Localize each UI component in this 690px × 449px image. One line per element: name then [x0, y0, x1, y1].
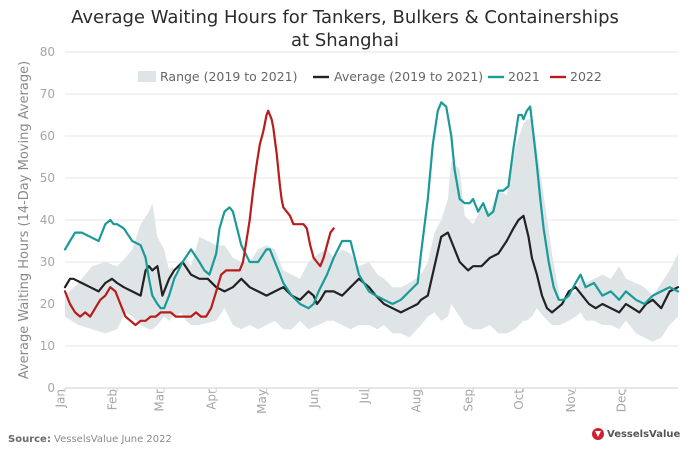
y-tick-label-80: 80 [40, 45, 55, 59]
legend-label-3: 2022 [570, 69, 602, 84]
x-tick-label-nov: Nov [564, 389, 578, 412]
plot-area [63, 101, 680, 342]
x-tick-label-jan: Jan [54, 389, 68, 409]
vesselsvalue-logo-icon [592, 428, 604, 440]
gridlines [65, 51, 678, 389]
y-tick-label-30: 30 [40, 255, 55, 269]
y-tick-label-0: 0 [47, 381, 55, 395]
x-tick-label-mar: Mar [153, 389, 167, 412]
x-tick-label-oct: Oct [512, 389, 526, 410]
series-2022-line [63, 109, 335, 327]
legend-label-0: Range (2019 to 2021) [160, 69, 297, 84]
x-tick-label-feb: Feb [106, 389, 120, 410]
series-average-2019-to-2021-line [63, 214, 680, 314]
x-tick-label-apr: Apr [205, 389, 219, 410]
legend-label-1: Average (2019 to 2021) [334, 69, 483, 84]
y-tick-label-40: 40 [40, 213, 55, 227]
x-tick-label-dec: Dec [614, 389, 628, 412]
y-tick-label-20: 20 [40, 297, 55, 311]
y-axis-ticks: 0 10 20 30 40 50 60 70 80 [40, 45, 55, 395]
legend: Range (2019 to 2021) Average (2019 to 202… [138, 69, 602, 84]
y-tick-label-50: 50 [40, 171, 55, 185]
x-tick-label-jul: Jul [357, 389, 371, 404]
x-axis-ticks: Jan Feb Mar Apr May Jun Jul Aug Sep Oct Nov Dec [54, 388, 628, 414]
legend-range-swatch [138, 71, 156, 82]
legend-label-2: 2021 [508, 69, 540, 84]
brand-logo: VesselsValue [592, 428, 680, 440]
chart-title-line-1: Average Waiting Hours for Tankers, Bulke… [71, 7, 619, 28]
source-label: Source: [8, 434, 51, 445]
x-tick-label-jun: Jun [307, 389, 321, 409]
y-axis-label: Average Waiting Hours (14-Day Moving Ave… [17, 61, 32, 379]
series-2021-line [63, 101, 680, 310]
y-tick-label-70: 70 [40, 87, 55, 101]
y-tick-label-10: 10 [40, 339, 55, 353]
chart-title-line-2: at Shanghai [291, 30, 399, 51]
x-tick-label-aug: Aug [410, 389, 424, 412]
x-tick-label-may: May [255, 389, 269, 414]
y-tick-label-60: 60 [40, 129, 55, 143]
source-note: Source: VesselsValue June 2022 [8, 434, 172, 445]
x-tick-label-sep: Sep [462, 389, 476, 412]
chart: Average Waiting Hours for Tankers, Bulke… [17, 7, 680, 414]
logo-text: VesselsValue [607, 428, 681, 440]
source-text: VesselsValue June 2022 [54, 434, 172, 445]
series-range-2019-to-2021-band [65, 119, 678, 342]
